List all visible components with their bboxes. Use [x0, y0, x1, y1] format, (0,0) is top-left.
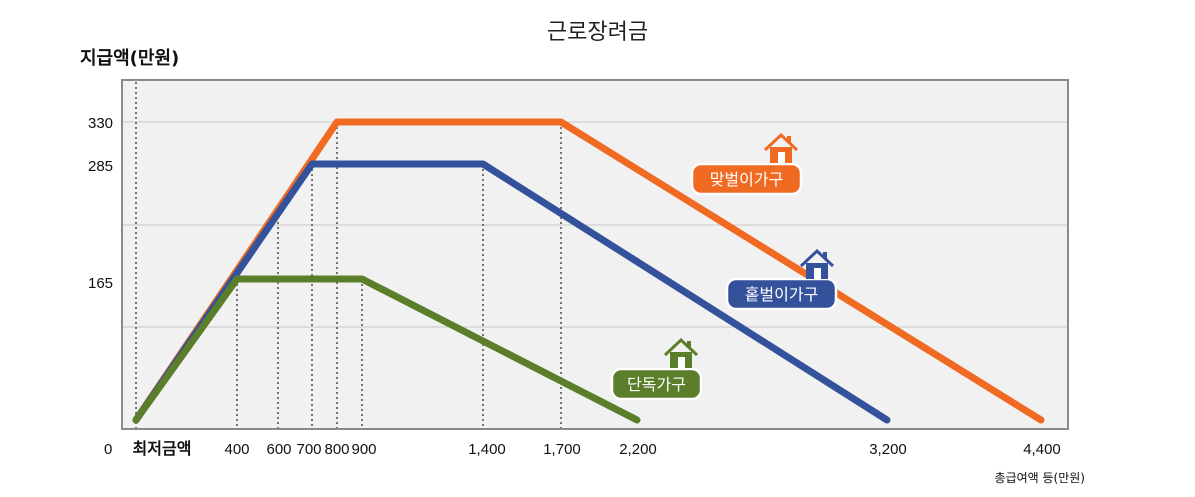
x-tick-label: 700	[296, 441, 321, 458]
series-line	[132, 275, 641, 424]
tag-background	[690, 162, 803, 196]
x-tick-label: 최저금액	[133, 439, 192, 458]
x-tick-label: 3,200	[869, 441, 907, 458]
y-tick-label: 0	[104, 441, 112, 458]
y-axis-label: 지급액(만원)	[80, 48, 179, 69]
x-tick-label: 2,200	[619, 441, 657, 458]
house-icon	[799, 248, 835, 279]
series-label: 홑벌이가구	[745, 285, 819, 304]
house-icon	[763, 132, 799, 163]
x-tick-label: 900	[351, 441, 376, 458]
x-tick-label: 800	[324, 441, 349, 458]
y-tick-label: 285	[88, 158, 113, 175]
chart-title: 근로장려금	[546, 20, 649, 45]
house-icon	[663, 337, 699, 368]
series-label: 맞벌이가구	[710, 170, 784, 189]
plot-area	[121, 79, 1069, 430]
y-tick-label: 165	[88, 275, 113, 292]
tag-background	[725, 277, 838, 311]
x-tick-label: 600	[266, 441, 291, 458]
x-tick-label: 1,400	[468, 441, 506, 458]
series-label-tag: 홑벌이가구	[725, 248, 838, 311]
tag-background	[610, 367, 703, 401]
series-label-tag: 맞벌이가구	[690, 132, 803, 196]
x-tick-label: 1,700	[543, 441, 581, 458]
x-axis-label: 총급여액 등(만원)	[995, 471, 1085, 485]
series-label-tag: 단독가구	[610, 337, 703, 401]
x-tick-label: 400	[224, 441, 249, 458]
series-label: 단독가구	[627, 375, 686, 394]
y-tick-label: 330	[88, 115, 113, 132]
x-tick-label: 4,400	[1023, 441, 1061, 458]
